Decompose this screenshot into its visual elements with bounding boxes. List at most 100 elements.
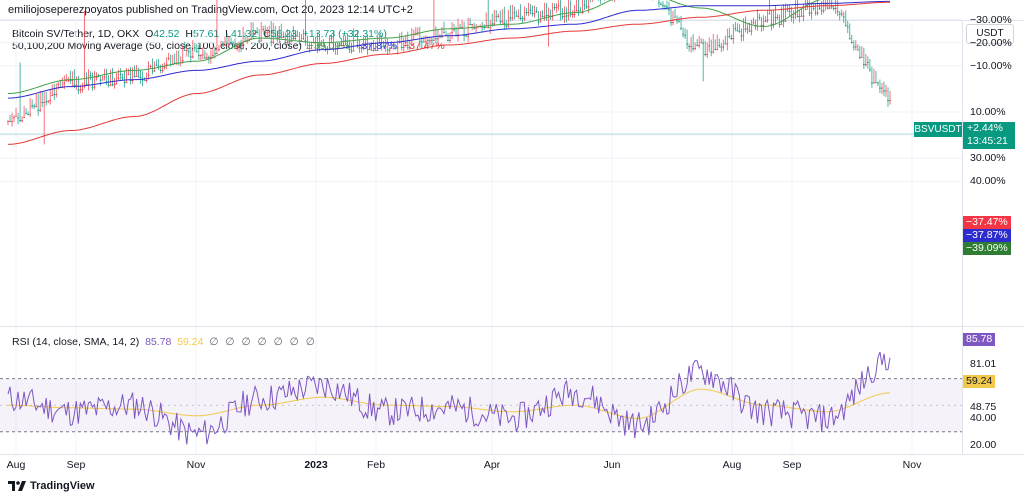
- low-value: 41.32: [230, 28, 258, 40]
- candle-body: [354, 36, 357, 38]
- candle-body: [433, 39, 435, 41]
- candle-body: [682, 33, 684, 35]
- candle-body: [153, 70, 156, 72]
- symbol-price-label: BSVUSDT: [914, 122, 962, 137]
- pane-divider[interactable]: [0, 326, 1024, 327]
- candle-body: [189, 56, 192, 58]
- candle-body: [808, 12, 811, 14]
- candle-body: [662, 5, 664, 7]
- candle-body: [704, 54, 707, 55]
- candle-body: [131, 80, 134, 81]
- rsi-tick-label: 81.01: [970, 357, 997, 370]
- candle-body: [760, 24, 763, 26]
- rsi-title[interactable]: RSI (14, close, SMA, 14, 2): [12, 336, 140, 348]
- candle-body: [770, 23, 773, 25]
- candle-body: [410, 43, 413, 45]
- candle-body: [228, 43, 230, 45]
- candle-body: [784, 20, 787, 22]
- candle-body: [145, 79, 148, 81]
- time-tick-label: Aug: [6, 459, 26, 471]
- candle-body: [9, 121, 11, 123]
- candle-body: [222, 44, 224, 46]
- rsi-line: [7, 351, 891, 445]
- candle-body: [270, 41, 273, 43]
- candle-body: [824, 3, 827, 5]
- candle-body: [469, 24, 471, 25]
- candle-body: [218, 49, 220, 50]
- candle-body: [451, 32, 453, 34]
- candle-body: [688, 46, 690, 48]
- candle-body: [139, 77, 142, 78]
- candle-body: [69, 79, 72, 81]
- candle-body: [573, 14, 576, 15]
- currency-button[interactable]: USDT: [966, 24, 1014, 44]
- candle-body: [151, 70, 154, 72]
- candle-body: [792, 16, 795, 18]
- candle-body: [127, 74, 130, 76]
- candle-body: [862, 64, 865, 65]
- candle-body: [41, 102, 44, 103]
- candle-body: [575, 10, 578, 12]
- candle-body: [260, 40, 263, 42]
- candle-body: [348, 49, 351, 51]
- candle-body: [155, 65, 158, 67]
- candle-body: [758, 17, 761, 19]
- candle-body: [780, 23, 783, 25]
- candle-body: [752, 22, 755, 24]
- countdown: 13:45:21: [967, 135, 1008, 147]
- price-tick-label: 40.00%: [970, 175, 1006, 188]
- ma50-line: [8, 0, 821, 94]
- candle-body: [459, 27, 461, 28]
- candle-body: [197, 55, 200, 56]
- time-tick-label: Aug: [722, 459, 742, 471]
- candle-body: [374, 50, 377, 51]
- candle-body: [776, 17, 779, 18]
- candle-body: [99, 79, 102, 81]
- candle-body: [786, 9, 789, 10]
- candle-body: [822, 10, 825, 12]
- candle-body: [788, 11, 791, 12]
- candle-body: [734, 28, 737, 30]
- candle-body: [254, 32, 257, 34]
- candle-body: [545, 15, 548, 16]
- candle-body: [422, 41, 425, 43]
- candle-body: [37, 109, 40, 111]
- candle-body: [310, 47, 313, 49]
- candle-body: [57, 83, 60, 85]
- candle-body: [447, 40, 449, 41]
- candle-body: [728, 36, 731, 37]
- candle-body: [208, 57, 210, 58]
- candle-body: [17, 117, 19, 119]
- candle-body: [268, 32, 271, 34]
- candle-body: [296, 35, 299, 37]
- open-label: O: [145, 28, 154, 40]
- candle-body: [858, 56, 861, 58]
- candle-body: [435, 38, 437, 40]
- candle-body: [240, 45, 242, 46]
- candle-body: [885, 90, 887, 92]
- candle-body: [370, 49, 373, 51]
- candle-body: [85, 83, 88, 85]
- candle-body: [386, 49, 389, 51]
- candle-body: [457, 35, 459, 37]
- candle-body: [344, 40, 347, 41]
- rsi-sma-value: 59.24: [177, 336, 204, 348]
- candle-body: [748, 30, 751, 32]
- candle-body: [141, 79, 144, 81]
- candle-body: [408, 47, 411, 49]
- candle-body: [461, 27, 463, 28]
- candle-body: [856, 49, 859, 51]
- candle-body: [798, 16, 801, 17]
- candle-body: [854, 46, 857, 48]
- candle-body: [698, 44, 701, 46]
- candle-body: [11, 121, 13, 123]
- candle-body: [53, 94, 56, 95]
- candle-body: [754, 25, 757, 27]
- candle-body: [879, 87, 881, 89]
- candle-body: [547, 15, 550, 16]
- candle-body: [360, 47, 363, 49]
- candle-body: [252, 32, 255, 34]
- candle-body: [101, 79, 104, 81]
- candle-body: [782, 20, 785, 22]
